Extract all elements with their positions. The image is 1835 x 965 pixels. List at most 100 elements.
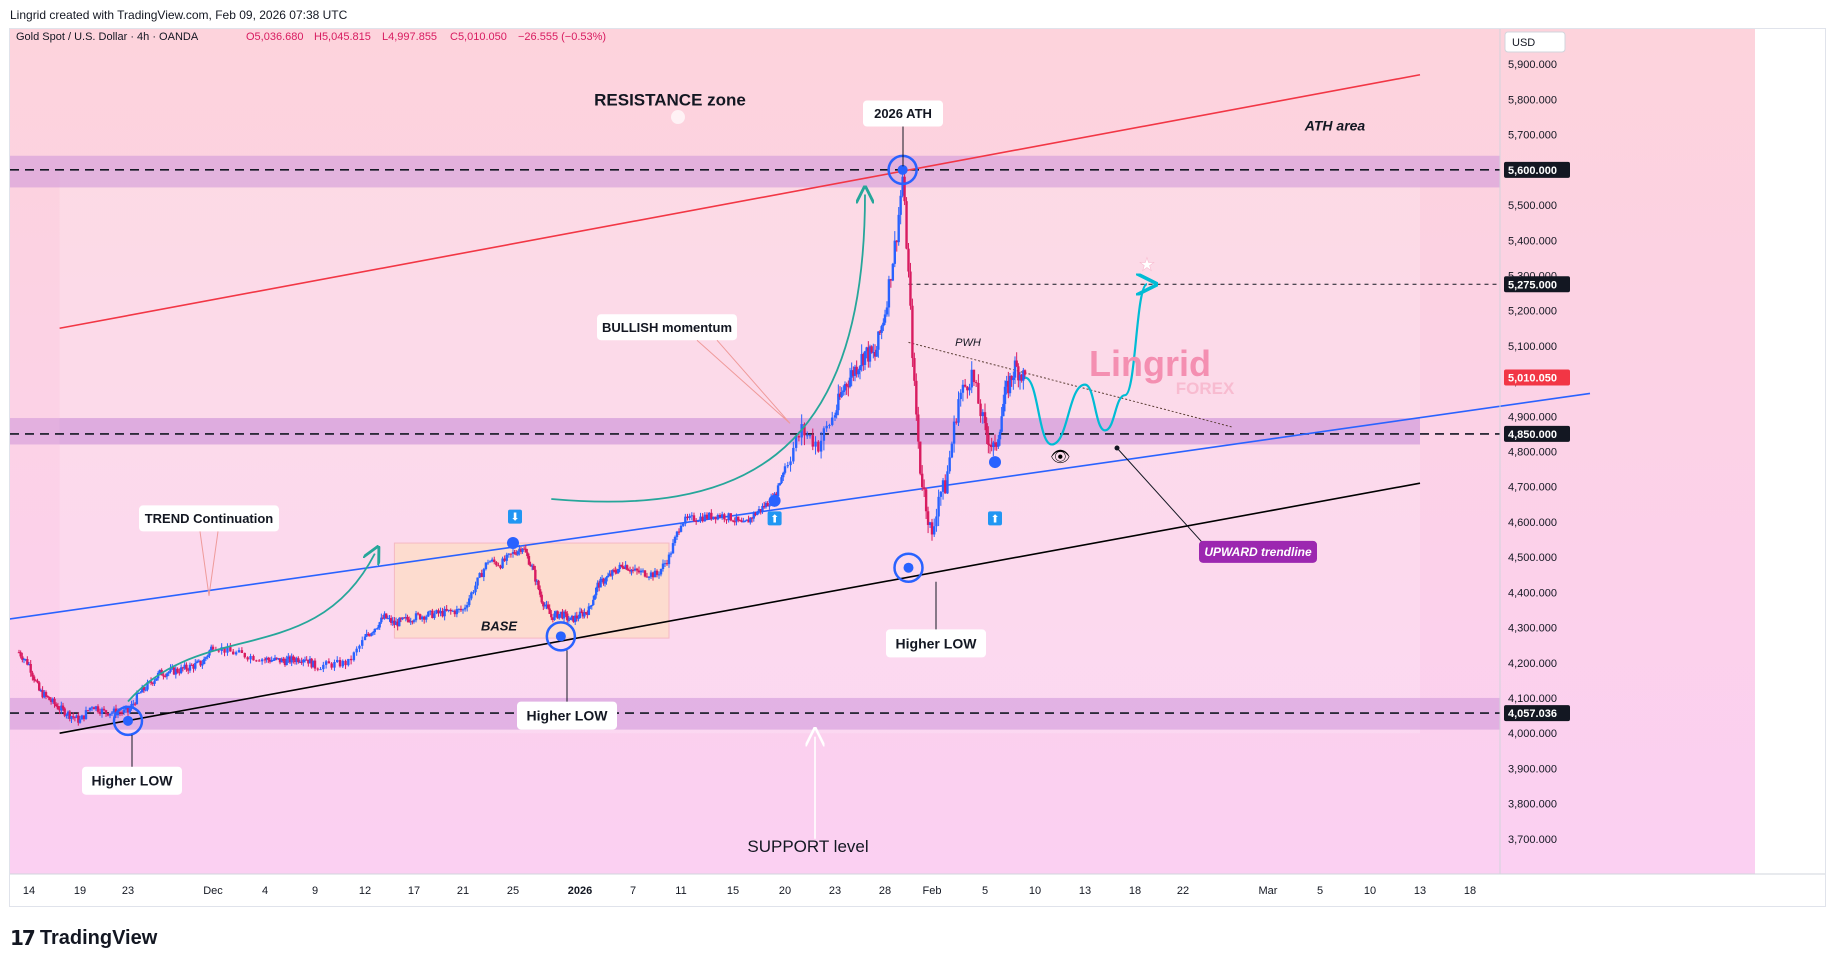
candle-body[interactable] xyxy=(509,553,513,555)
candle-body[interactable] xyxy=(939,491,943,497)
candle-body[interactable] xyxy=(162,675,165,677)
candle-body[interactable] xyxy=(223,647,226,653)
candle-body[interactable] xyxy=(631,569,635,571)
candle-body[interactable] xyxy=(34,680,37,682)
candle-body[interactable] xyxy=(51,698,54,702)
candle-body[interactable] xyxy=(84,710,88,720)
candle-body[interactable] xyxy=(322,664,325,670)
candle-body[interactable] xyxy=(146,682,149,690)
candle-body[interactable] xyxy=(287,656,290,659)
candle-body[interactable] xyxy=(577,618,580,620)
candle-body[interactable] xyxy=(615,572,619,574)
candle-body[interactable] xyxy=(897,214,900,243)
candle-body[interactable] xyxy=(514,553,518,555)
candle-body[interactable] xyxy=(833,415,837,418)
candle-body[interactable] xyxy=(699,516,702,522)
candle-body[interactable] xyxy=(204,657,208,659)
candle-body[interactable] xyxy=(675,531,679,537)
candle-body[interactable] xyxy=(39,690,43,692)
candle-body[interactable] xyxy=(570,615,574,618)
candle-body[interactable] xyxy=(639,570,643,573)
candle-body[interactable] xyxy=(116,712,120,716)
candle-body[interactable] xyxy=(70,716,73,719)
candle-body[interactable] xyxy=(507,553,511,555)
candle-body[interactable] xyxy=(979,403,982,417)
candle-body[interactable] xyxy=(592,599,595,606)
candle-body[interactable] xyxy=(959,392,962,400)
candle-body[interactable] xyxy=(518,548,521,552)
candle-body[interactable] xyxy=(917,414,920,442)
candle-body[interactable] xyxy=(501,558,504,569)
candle-body[interactable] xyxy=(867,347,870,362)
candle-body[interactable] xyxy=(202,658,206,665)
candle-body[interactable] xyxy=(735,516,738,522)
candle-body[interactable] xyxy=(490,559,494,562)
candle-body[interactable] xyxy=(126,707,130,713)
candle-body[interactable] xyxy=(77,715,80,723)
candle-body[interactable] xyxy=(877,331,880,350)
candle-body[interactable] xyxy=(29,664,32,673)
candle-body[interactable] xyxy=(750,517,754,519)
candle-body[interactable] xyxy=(775,493,778,497)
candle-body[interactable] xyxy=(132,703,135,705)
pivot-dot[interactable] xyxy=(507,537,519,550)
candle-body[interactable] xyxy=(365,633,368,637)
candle-body[interactable] xyxy=(55,704,58,707)
candle-body[interactable] xyxy=(848,377,852,387)
candle-body[interactable] xyxy=(73,717,77,719)
candle-body[interactable] xyxy=(1003,386,1007,404)
candle-body[interactable] xyxy=(961,384,965,393)
candle-body[interactable] xyxy=(336,659,339,663)
candle-body[interactable] xyxy=(447,609,450,611)
candle-body[interactable] xyxy=(333,662,336,668)
candle-body[interactable] xyxy=(883,314,887,323)
candle-body[interactable] xyxy=(998,431,1002,440)
candle-body[interactable] xyxy=(140,687,144,693)
candle-body[interactable] xyxy=(819,440,823,452)
candle-body[interactable] xyxy=(558,613,561,619)
chart-svg[interactable]: ★ ⬇ ⬆ ⬆ 👁 RESISTANCE zone 2026 ATH ATH area BUL… xyxy=(10,29,1825,906)
candle-body[interactable] xyxy=(480,573,483,578)
candle-body[interactable] xyxy=(545,604,548,606)
candle-body[interactable] xyxy=(412,620,416,622)
candle-body[interactable] xyxy=(930,522,934,535)
pivot-circle[interactable] xyxy=(112,705,144,737)
candle-body[interactable] xyxy=(548,608,551,614)
candle-body[interactable] xyxy=(401,617,404,620)
candle-body[interactable] xyxy=(614,570,617,573)
tradingview-logo[interactable]: 𝟭𝟳 TradingView xyxy=(10,926,157,951)
candle-body[interactable] xyxy=(368,634,372,636)
candle-body[interactable] xyxy=(516,551,519,555)
candle-body[interactable] xyxy=(229,646,232,652)
candle-body[interactable] xyxy=(347,658,350,666)
candle-body[interactable] xyxy=(649,572,653,577)
candle-body[interactable] xyxy=(255,660,258,662)
candle-body[interactable] xyxy=(1020,374,1023,381)
candle-body[interactable] xyxy=(974,382,978,384)
candle-body[interactable] xyxy=(933,526,936,535)
candle-body[interactable] xyxy=(151,682,154,684)
candle-body[interactable] xyxy=(61,705,65,709)
candle-body[interactable] xyxy=(88,707,92,711)
candle-body[interactable] xyxy=(420,616,424,620)
candle-body[interactable] xyxy=(922,487,926,490)
candle-body[interactable] xyxy=(153,680,156,684)
candle-body[interactable] xyxy=(297,658,300,663)
candle-body[interactable] xyxy=(484,562,488,570)
candle-body[interactable] xyxy=(495,562,498,566)
chart-frame[interactable]: ★ ⬇ ⬆ ⬆ 👁 RESISTANCE zone 2026 ATH ATH area BUL… xyxy=(9,28,1826,907)
candle-body[interactable] xyxy=(361,640,364,646)
candle-body[interactable] xyxy=(167,671,170,674)
candle-body[interactable] xyxy=(727,513,730,521)
candle-body[interactable] xyxy=(749,517,752,523)
candle-body[interactable] xyxy=(559,611,563,614)
candle-body[interactable] xyxy=(880,326,883,333)
candle-body[interactable] xyxy=(759,509,762,512)
candle-body[interactable] xyxy=(618,564,621,570)
currency-selector[interactable] xyxy=(1504,31,1566,53)
candle-body[interactable] xyxy=(847,386,850,388)
candle-body[interactable] xyxy=(272,659,275,661)
candle-body[interactable] xyxy=(376,627,380,629)
candle-body[interactable] xyxy=(443,608,446,617)
candle-body[interactable] xyxy=(358,645,361,649)
